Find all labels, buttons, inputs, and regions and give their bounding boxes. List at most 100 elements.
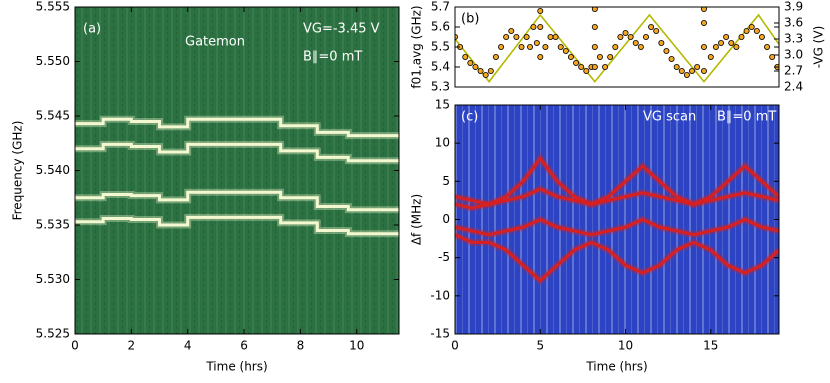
data-point: [663, 48, 670, 55]
data-point: [642, 34, 649, 41]
data-point: [482, 72, 489, 79]
data-point: [622, 29, 629, 36]
data-point: [537, 54, 544, 61]
x-tick-label: 6: [240, 339, 248, 353]
annotation: VG scan: [643, 110, 696, 125]
data-point: [653, 27, 660, 34]
y-tick-label: 5.6: [431, 20, 450, 34]
data-point: [547, 34, 554, 41]
data-point: [700, 68, 707, 75]
data-point: [607, 54, 614, 61]
x-axis-label: Time (hrs): [585, 360, 647, 374]
data-point: [723, 34, 730, 41]
data-point: [748, 23, 755, 30]
y-tick-label: 5.530: [36, 272, 70, 286]
texture: [75, 7, 399, 334]
y2-axis-label: -VG (V): [812, 26, 826, 69]
trace: [75, 117, 399, 138]
y-tick-label: 5.535: [36, 218, 70, 232]
data-point: [591, 23, 598, 30]
x-tick-label: 15: [703, 339, 718, 353]
data-point: [552, 34, 559, 41]
y2-tick-label: 3.9: [784, 0, 803, 14]
y2-tick-label: 2.7: [784, 64, 803, 78]
annotation: (c): [461, 110, 478, 125]
data-point: [498, 44, 505, 51]
data-point: [728, 40, 735, 47]
trace: [75, 190, 399, 212]
y-axis-label: f01,avg (GHz): [410, 5, 424, 88]
trace: [75, 215, 399, 236]
panel: 5.525 5.530 5.535 5.540 5.545 5.550 5.555 0 2 4 6 8…: [11, 0, 400, 374]
data-point: [738, 34, 745, 41]
data-point: [764, 44, 771, 51]
data-point: [769, 54, 776, 61]
y-tick-label: 10: [435, 136, 450, 150]
data-point: [648, 23, 655, 30]
y-tick-label: 5.555: [36, 0, 70, 14]
data-point: [743, 27, 750, 34]
y-tick-label: 5.4: [431, 60, 450, 74]
data-point: [591, 44, 598, 51]
y-tick-label: 5.5: [431, 40, 450, 54]
data-point: [591, 7, 598, 12]
data-point: [617, 34, 624, 41]
plot-area: [455, 152, 779, 286]
data-point: [542, 44, 549, 51]
data-point: [462, 54, 469, 61]
data-point: [712, 44, 719, 51]
y-tick-label: 5.3: [431, 80, 450, 94]
y-axis-label: Δf (MHz): [410, 194, 424, 245]
data-point: [537, 7, 544, 14]
data-point: [602, 64, 609, 71]
y-tick-label: 5.7: [431, 0, 450, 14]
data-point: [700, 44, 707, 51]
data-point: [758, 34, 765, 41]
data-point: [707, 54, 714, 61]
trace: [455, 217, 779, 237]
y-tick-label: -15: [430, 327, 450, 341]
data-point: [668, 56, 675, 63]
trace: [455, 187, 779, 206]
y2-tick-label: 3.6: [784, 16, 803, 30]
data-point: [533, 40, 540, 47]
data-point: [578, 64, 585, 71]
panel: -15 -10 -5 0 5 10 15 0 5 10 15 Time (hrs) Δf (MHz) (c…: [410, 98, 780, 374]
annotation: B∥=0 mT: [303, 50, 362, 65]
data-point: [527, 44, 534, 51]
data-point: [718, 40, 725, 47]
annotation: Gatemon: [185, 35, 245, 50]
data-point: [583, 68, 590, 75]
data-point: [508, 27, 515, 34]
y-tick-label: 5: [442, 174, 450, 188]
data-point: [487, 68, 494, 75]
data-point: [637, 44, 644, 51]
annotation: (a): [83, 22, 101, 37]
plot-area: [455, 7, 779, 83]
x-tick-label: 0: [71, 339, 79, 353]
annotation: B∥=0 mT: [717, 110, 776, 125]
data-point: [518, 44, 525, 51]
x-axis-label: Time (hrs): [205, 360, 267, 374]
y-tick-label: 5.550: [36, 54, 70, 68]
x-tick-label: 4: [184, 339, 192, 353]
data-point: [632, 40, 639, 47]
data-point: [503, 34, 510, 41]
data-point: [753, 27, 760, 34]
data-point: [678, 68, 685, 75]
x-tick-label: 10: [349, 339, 364, 353]
y-tick-label: -10: [430, 288, 450, 302]
y-tick-label: -5: [438, 250, 450, 264]
y-tick-label: 0: [442, 212, 450, 226]
y-tick-label: 5.525: [36, 327, 70, 341]
y-tick-label: 5.545: [36, 109, 70, 123]
data-point: [700, 7, 707, 12]
data-point: [567, 54, 574, 61]
data-point: [537, 23, 544, 30]
trace: [455, 233, 779, 283]
data-point: [658, 40, 665, 47]
data-point: [523, 34, 530, 41]
data-point: [694, 64, 701, 71]
data-point: [689, 68, 696, 75]
